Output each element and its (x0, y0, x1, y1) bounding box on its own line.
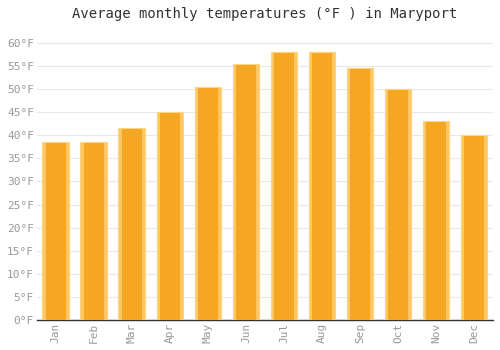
Bar (308, 52, 335, 320)
Bar (408, 89, 412, 320)
Bar (484, 135, 488, 320)
Title: Average monthly temperatures (°F ) in Maryport: Average monthly temperatures (°F ) in Ma… (72, 7, 458, 21)
Bar (118, 128, 145, 320)
Bar (294, 52, 297, 320)
Bar (256, 64, 259, 320)
Bar (42, 142, 45, 320)
Bar (332, 52, 335, 320)
Bar (218, 87, 221, 320)
Bar (422, 121, 450, 320)
Bar (180, 112, 183, 320)
Bar (194, 87, 198, 320)
Bar (156, 112, 183, 320)
Bar (142, 128, 145, 320)
Bar (370, 68, 374, 320)
Bar (346, 68, 350, 320)
Bar (384, 89, 411, 320)
Bar (66, 142, 69, 320)
Bar (422, 121, 426, 320)
Bar (460, 135, 487, 320)
Bar (104, 142, 107, 320)
Bar (232, 64, 236, 320)
Bar (156, 112, 160, 320)
Bar (118, 128, 122, 320)
Bar (80, 142, 107, 320)
Bar (346, 68, 374, 320)
Bar (42, 142, 69, 320)
Bar (270, 52, 297, 320)
Bar (460, 135, 464, 320)
Bar (194, 87, 221, 320)
Bar (384, 89, 388, 320)
Bar (308, 52, 312, 320)
Bar (446, 121, 450, 320)
Bar (270, 52, 274, 320)
Bar (232, 64, 259, 320)
Bar (80, 142, 84, 320)
